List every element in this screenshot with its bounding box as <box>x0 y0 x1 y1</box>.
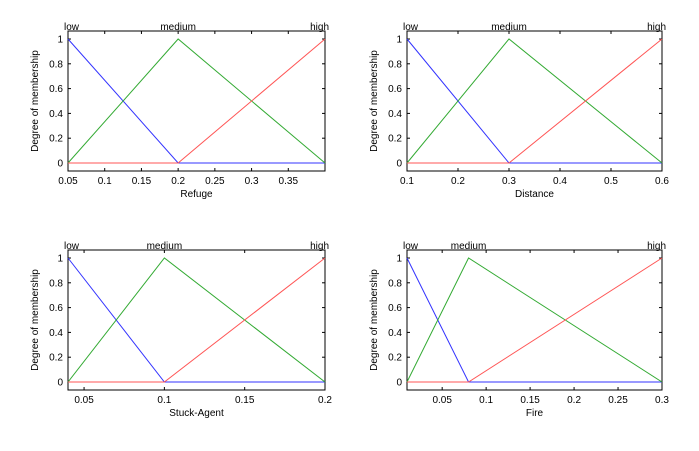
y-tick-label: 0.4 <box>49 328 63 339</box>
x-tick-label: 0.5 <box>604 176 618 187</box>
x-tick-label: 0.3 <box>655 395 669 406</box>
y-axis-title: Degree of membership <box>30 50 41 152</box>
y-tick-label: 0.2 <box>49 134 63 145</box>
chart-1: 0.05 0.1 0.15 0.2 0.25 0.3 0.35 0 0.2 0.4 0.6 0.8 1l… <box>30 22 329 200</box>
series-line-low <box>406 38 662 164</box>
y-tick-label: 0 <box>396 378 402 389</box>
y-tick-label: 0.2 <box>49 353 63 364</box>
plot-frame <box>67 30 326 172</box>
mf-label-low: low <box>403 22 419 33</box>
x-tick-label: 0.2 <box>567 395 581 406</box>
series-line-low <box>406 257 662 383</box>
series-line-high <box>68 38 326 164</box>
y-tick-label: 0.2 <box>388 353 402 364</box>
y-tick-label: 0.4 <box>49 109 63 120</box>
x-tick-label: 0.25 <box>608 395 628 406</box>
mf-label-high: high <box>647 241 666 252</box>
y-tick-label: 0.8 <box>388 59 402 70</box>
x-tick-label: 0.3 <box>245 176 259 187</box>
y-tick-label: 0 <box>396 159 402 170</box>
y-tick-label: 0.8 <box>49 59 63 70</box>
mf-label-high: high <box>310 22 329 33</box>
x-axis-title: Stuck-Agent <box>169 408 224 419</box>
x-tick-label: 0.05 <box>432 395 452 406</box>
series-line-high <box>68 257 326 383</box>
y-axis-title: Degree of membership <box>30 269 41 371</box>
x-tick-label: 0.15 <box>235 395 255 406</box>
mf-label-low: low <box>64 22 80 33</box>
mf-label-medium: medium <box>160 22 196 33</box>
series-line-high <box>407 257 663 383</box>
y-axis-title: Degree of membership <box>369 50 380 152</box>
y-tick-label: 0 <box>57 378 63 389</box>
y-tick-label: 0.8 <box>388 278 402 289</box>
y-axis-title: Degree of membership <box>369 269 380 371</box>
x-tick-label: 0.1 <box>479 395 493 406</box>
x-tick-label: 0.25 <box>205 176 225 187</box>
mf-label-medium: medium <box>147 241 183 252</box>
mf-label-low: low <box>64 241 80 252</box>
x-tick-label: 0.1 <box>98 176 112 187</box>
series-line-medium <box>406 38 663 164</box>
mf-label-high: high <box>647 22 666 33</box>
y-tick-label: 0.8 <box>49 278 63 289</box>
x-tick-label: 0.4 <box>553 176 567 187</box>
x-tick-label: 0.2 <box>171 176 185 187</box>
mf-label-medium: medium <box>451 241 487 252</box>
plot-frame <box>406 249 663 391</box>
x-tick-label: 0.6 <box>655 176 669 187</box>
series-line-medium <box>406 257 663 383</box>
x-tick-label: 0.1 <box>157 395 171 406</box>
x-tick-label: 0.05 <box>58 176 78 187</box>
y-tick-label: 0.2 <box>388 134 402 145</box>
series-line-medium <box>67 38 326 164</box>
x-tick-label: 0.1 <box>400 176 414 187</box>
y-tick-label: 1 <box>396 35 402 46</box>
series-line-high <box>407 38 663 164</box>
y-tick-label: 0 <box>57 159 63 170</box>
plot-frame <box>67 249 326 391</box>
y-tick-label: 0.6 <box>388 84 402 95</box>
mf-label-high: high <box>310 241 329 252</box>
series-line-low <box>67 257 325 383</box>
y-tick-label: 0.6 <box>49 84 63 95</box>
y-tick-label: 1 <box>396 254 402 265</box>
x-axis-title: Distance <box>515 189 554 200</box>
y-tick-label: 0.6 <box>388 303 402 314</box>
x-tick-label: 0.35 <box>279 176 299 187</box>
y-tick-label: 1 <box>57 254 63 265</box>
x-tick-label: 0.2 <box>451 176 465 187</box>
x-axis-title: Fire <box>526 408 544 419</box>
x-tick-label: 0.05 <box>74 395 94 406</box>
mf-label-low: low <box>403 241 419 252</box>
y-tick-label: 0.4 <box>388 109 402 120</box>
mf-label-medium: medium <box>491 22 527 33</box>
x-tick-label: 0.3 <box>502 176 516 187</box>
y-tick-label: 1 <box>57 35 63 46</box>
y-tick-label: 0.4 <box>388 328 402 339</box>
series-line-medium <box>67 257 326 383</box>
x-tick-label: 0.2 <box>318 395 332 406</box>
x-axis-title: Refuge <box>180 189 213 200</box>
series-line-low <box>67 38 325 164</box>
plot-frame <box>406 30 663 172</box>
x-tick-label: 0.15 <box>520 395 540 406</box>
x-tick-label: 0.15 <box>132 176 152 187</box>
y-tick-label: 0.6 <box>49 303 63 314</box>
